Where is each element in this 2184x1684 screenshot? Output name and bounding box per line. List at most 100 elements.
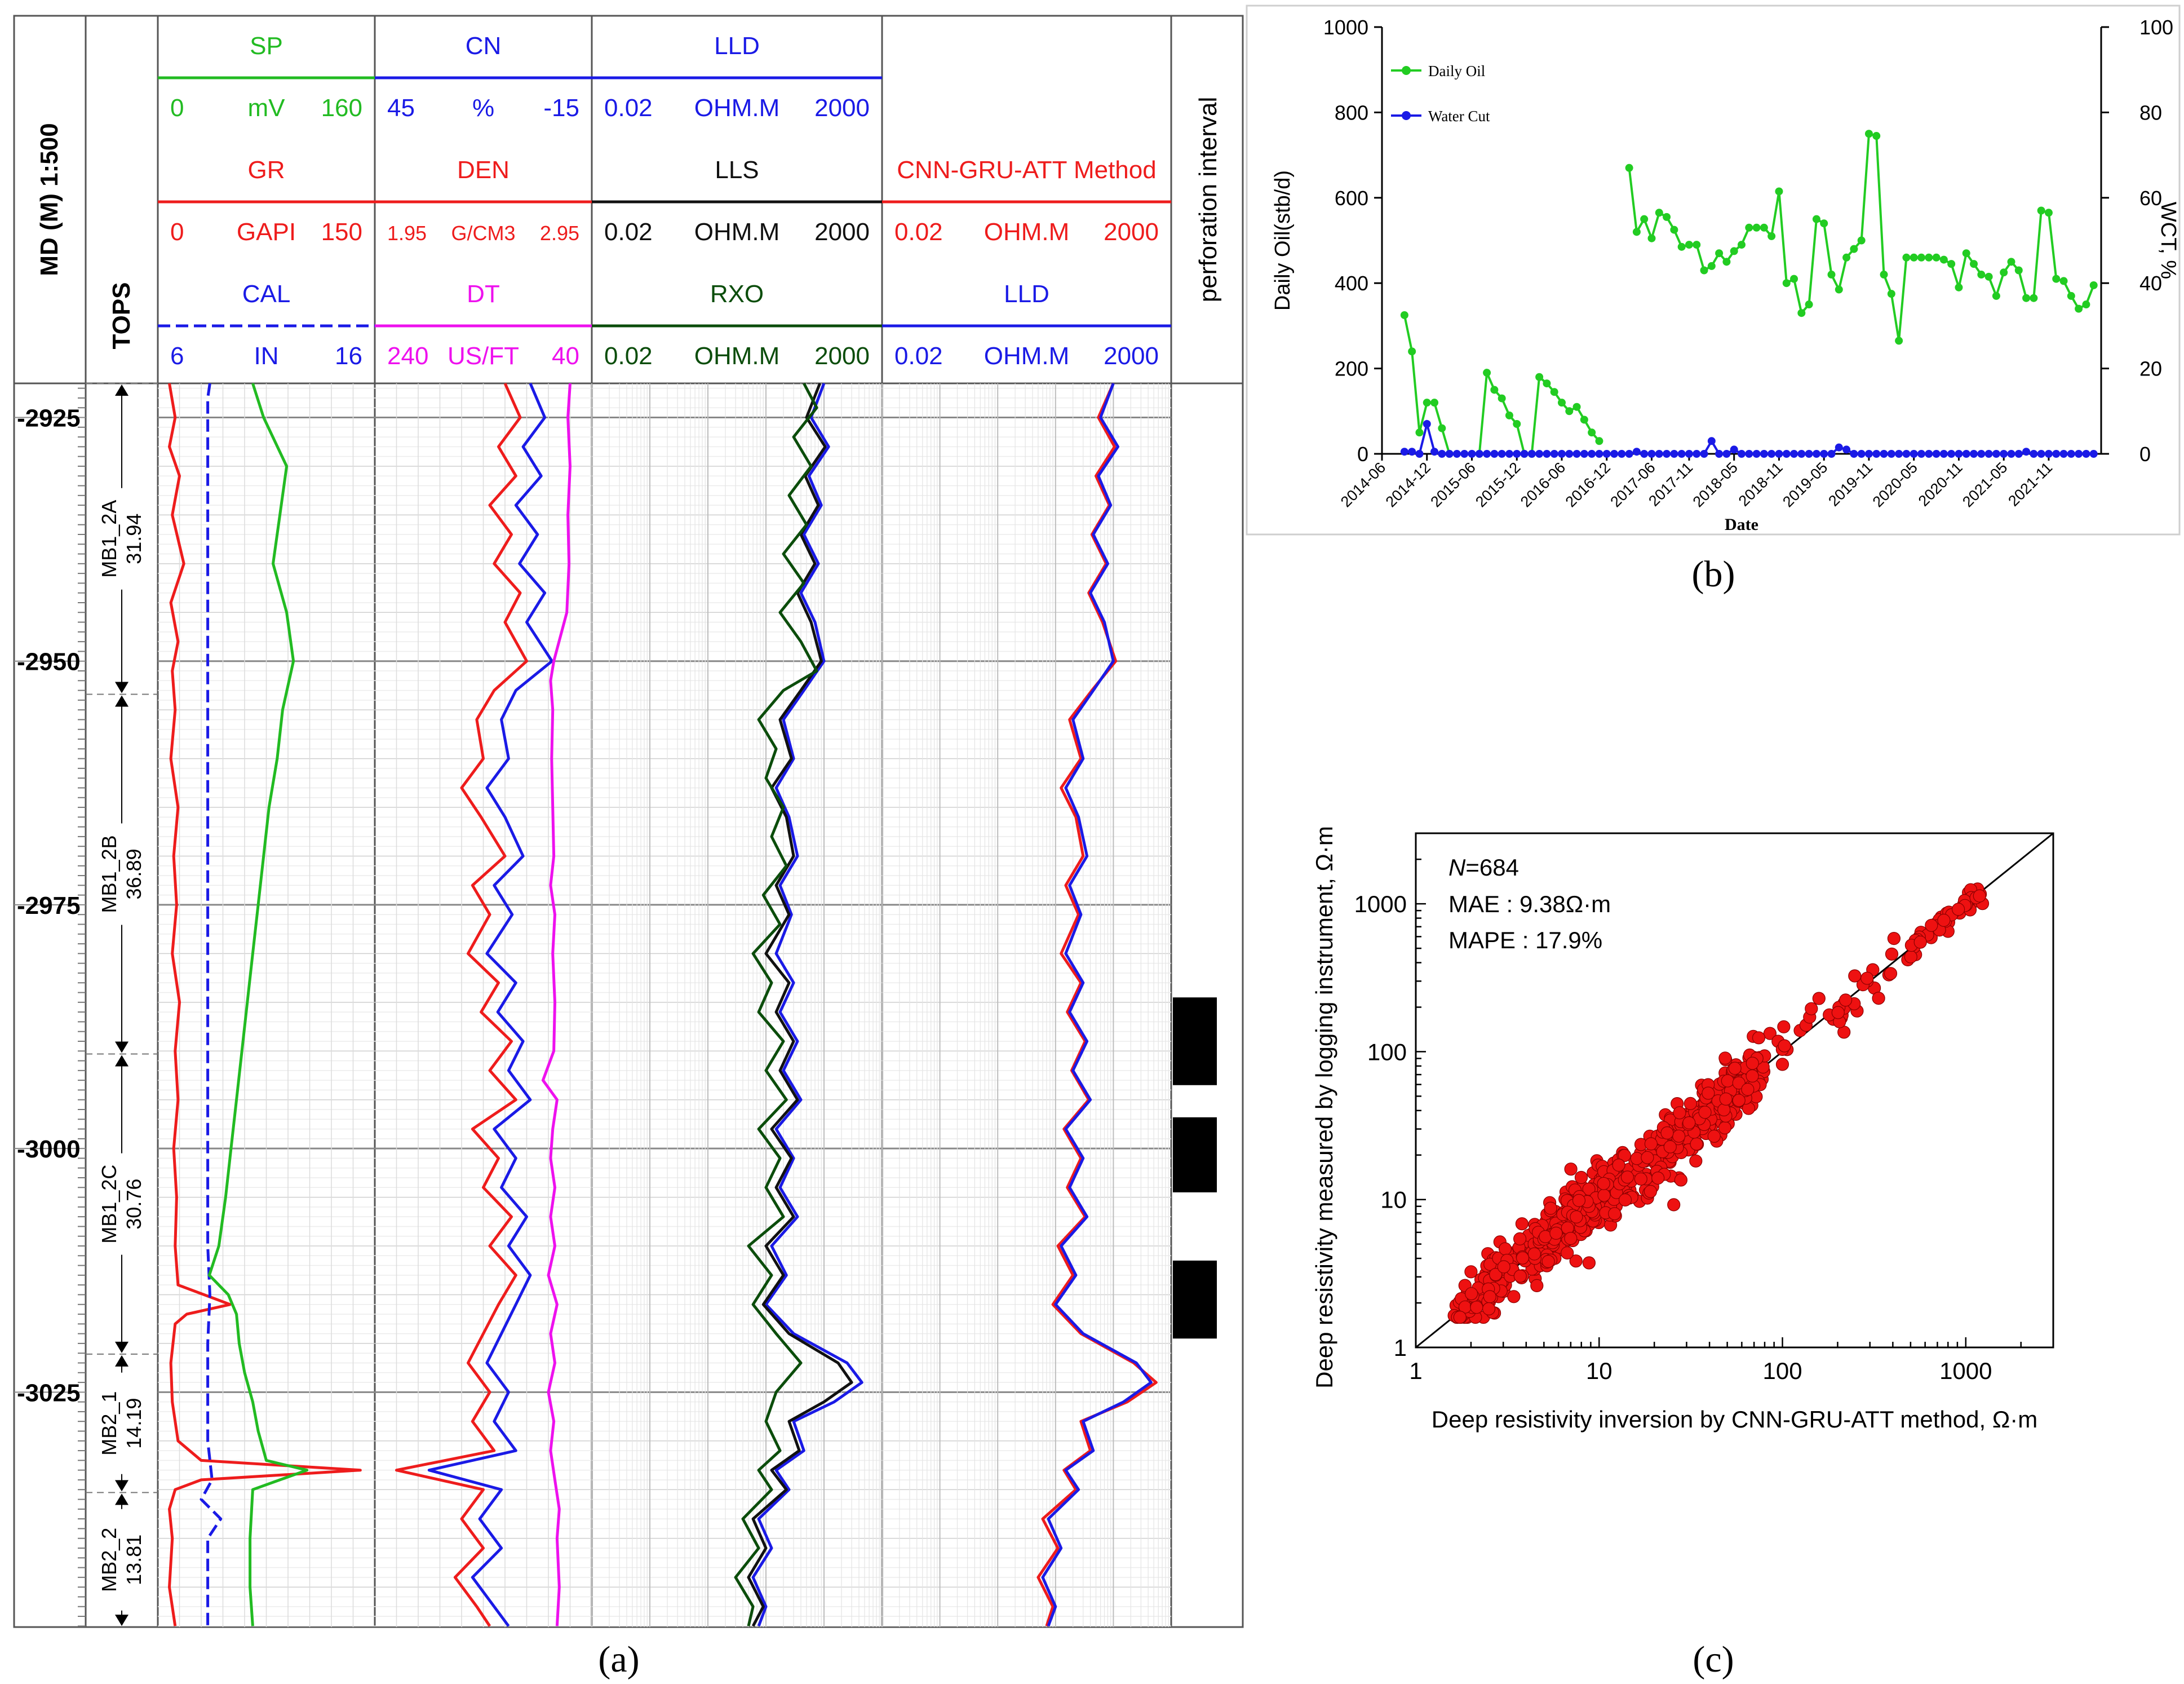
scatter-point xyxy=(1660,1126,1674,1140)
production-point xyxy=(1775,450,1783,458)
curve-name-label: DT xyxy=(467,280,500,308)
production-point xyxy=(1738,241,1746,249)
production-left-tick-label: 0 xyxy=(1357,443,1368,466)
scatter-point xyxy=(1582,1182,1596,1196)
zone-arrow-head xyxy=(115,1055,129,1067)
production-point xyxy=(2089,281,2098,289)
production-point xyxy=(1895,337,1903,345)
production-point xyxy=(1572,403,1581,411)
zone-name-label: MB2_2 xyxy=(98,1528,121,1592)
log-curve-dt xyxy=(541,383,572,1626)
production-point xyxy=(1820,450,1828,458)
production-point xyxy=(1970,450,1978,458)
perforation-title: perforation interval xyxy=(1194,97,1222,302)
curve-scale-max: 16 xyxy=(335,342,362,370)
curve-scale-min: 0.02 xyxy=(894,218,943,246)
legend-marker xyxy=(1402,111,1411,120)
production-point xyxy=(1677,450,1686,458)
production-point xyxy=(1962,450,1970,458)
production-point xyxy=(1977,271,1986,279)
scatter-y-tick-label: 10 xyxy=(1380,1187,1407,1213)
scatter-point xyxy=(1572,1194,1586,1207)
production-point xyxy=(2075,304,2083,313)
production-point xyxy=(1782,279,1791,288)
scatter-point xyxy=(1672,1129,1686,1143)
perforation-track xyxy=(1173,997,1217,1339)
production-point xyxy=(2014,266,2023,275)
production-point xyxy=(1955,450,1963,458)
scatter-point xyxy=(1644,1137,1658,1151)
zone-arrow-head xyxy=(115,695,129,707)
curve-scale-unit: OHM.M xyxy=(984,342,1070,370)
scatter-point xyxy=(1634,1172,1647,1186)
production-point xyxy=(1670,450,1678,458)
production-point xyxy=(1850,450,1858,458)
production-point xyxy=(1835,443,1843,452)
scatter-y-tick-label: 1000 xyxy=(1354,891,1407,917)
production-point xyxy=(1925,253,1933,262)
zone-thickness-label: 36.89 xyxy=(122,848,145,899)
production-point xyxy=(1775,187,1783,196)
production-point xyxy=(1663,450,1671,458)
production-point xyxy=(2082,300,2090,309)
production-point xyxy=(1752,450,1761,458)
production-point xyxy=(1932,253,1941,262)
curve-scale-min: 0.02 xyxy=(604,342,653,370)
production-point xyxy=(1805,300,1813,309)
production-point xyxy=(2052,275,2061,283)
production-point xyxy=(1722,258,1731,266)
production-point xyxy=(1588,450,1596,458)
scatter-y-label: Deep resistivity measured by logging ins… xyxy=(1311,826,1337,1389)
production-point xyxy=(1647,234,1656,242)
scatter-point xyxy=(1937,913,1951,927)
curve-scale-min: 1.95 xyxy=(387,222,427,245)
curve-scale-max: 2000 xyxy=(814,218,870,246)
production-left-tick-label: 800 xyxy=(1335,101,1368,124)
production-chart: 020040060080010000204060801002014-062014… xyxy=(1246,5,2181,536)
production-series xyxy=(1400,130,2098,458)
production-point xyxy=(1835,285,1843,294)
scatter-point xyxy=(1453,1310,1467,1324)
production-point xyxy=(1715,450,1724,458)
production-point xyxy=(1505,411,1513,419)
scatter-point xyxy=(1718,1051,1732,1065)
production-point xyxy=(1820,219,1828,228)
scatter-point xyxy=(1527,1247,1541,1261)
production-right-tick-label: 100 xyxy=(2139,16,2173,39)
scatter-x-tick-label: 1000 xyxy=(1939,1358,1992,1384)
scatter-point xyxy=(1516,1251,1530,1265)
production-point xyxy=(2007,450,2015,458)
curve-scale-max: 2000 xyxy=(1104,218,1159,246)
production-point xyxy=(1872,132,1881,140)
production-point xyxy=(1917,450,1925,458)
production-point xyxy=(1445,450,1454,458)
production-point xyxy=(1745,450,1753,458)
production-point xyxy=(1880,450,1888,458)
scatter-point xyxy=(1482,1302,1496,1316)
production-point xyxy=(1498,394,1506,403)
production-point xyxy=(1760,223,1768,232)
legend-label: Water Cut xyxy=(1428,108,1490,125)
production-point xyxy=(1955,283,1963,291)
zone-name-label: MB1_2B xyxy=(98,835,121,913)
production-point xyxy=(1767,232,1776,240)
curve-scale-max: 2.95 xyxy=(540,222,579,245)
production-point xyxy=(1535,450,1544,458)
production-point xyxy=(1423,420,1431,428)
production-point xyxy=(2067,291,2075,300)
scatter-point xyxy=(1470,1301,1483,1314)
curve-scale-unit: US/FT xyxy=(448,342,519,370)
log-curve-lld xyxy=(1041,383,1153,1627)
zone-name-label: MB1_2A xyxy=(98,500,121,578)
production-point xyxy=(1438,450,1446,458)
scatter-point xyxy=(1497,1260,1510,1274)
production-point xyxy=(2014,450,2023,458)
scatter-annotations: N=684 MAE : 9.38Ω·m MAPE : 17.9% xyxy=(1448,854,1611,953)
production-right-tick-label: 60 xyxy=(2139,187,2162,210)
curve-scale-max: -15 xyxy=(543,94,579,122)
production-point xyxy=(1910,253,1918,262)
production-point xyxy=(1513,450,1521,458)
scatter-point xyxy=(1574,1170,1588,1184)
production-point xyxy=(1625,163,1633,172)
scatter-point xyxy=(1913,935,1927,949)
